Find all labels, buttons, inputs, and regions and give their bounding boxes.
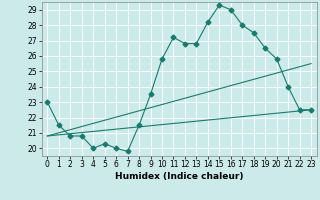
X-axis label: Humidex (Indice chaleur): Humidex (Indice chaleur) xyxy=(115,172,244,181)
